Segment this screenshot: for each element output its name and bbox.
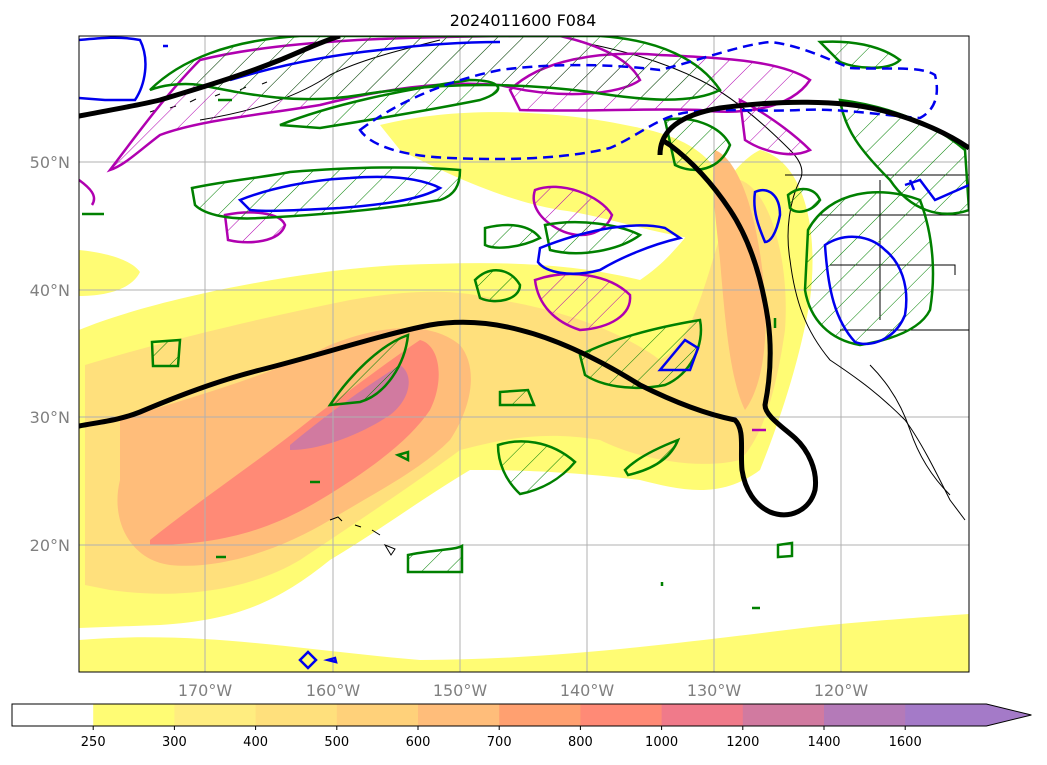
colorbar-tick-label: 500 [324,735,349,750]
colorbar-tick-label: 300 [162,735,187,750]
blue-contour-coast [753,189,782,244]
black-contour-north [79,36,341,119]
lat-label-30n: 30°N [30,408,70,427]
lon-label-130w: 130°W [687,681,742,700]
green-region-interior [803,190,935,347]
colorbar-segment [418,704,500,726]
colorbar-outline [11,703,1032,727]
green-region-coast-2 [786,187,822,213]
blue-contour-west [237,175,443,213]
magenta-region-south [533,272,632,332]
green-region-center-1 [483,223,542,249]
colorbar-tick-label: 1400 [807,735,840,750]
colorbar-segment [12,704,94,726]
lon-label-120w: 120°W [814,681,869,700]
colorbar-tick-label: 1000 [645,735,678,750]
colorbar-segment [742,704,825,726]
black-contour-ne [657,99,969,156]
ivt-level-250-north [380,112,730,240]
colorbar-tick-label: 700 [487,735,512,750]
green-region-north [149,36,722,101]
colorbar-segment [174,704,257,726]
colorbar-extend-arrow [986,704,1032,726]
lat-label-40n: 40°N [30,281,70,300]
lon-label-150w: 150°W [433,681,488,700]
blue-contour-north [229,40,501,82]
black-contour-main [79,137,819,518]
blue-dashed-contour [358,40,939,161]
colorbar-tick-label: 600 [406,735,431,750]
colorbar-segment [93,704,175,726]
blue-contour-nw [79,36,147,102]
green-region-ocean-3 [498,388,536,407]
blue-contour-south-2 [323,656,338,664]
colorbar-segment [255,704,338,726]
hawaii-islands [329,516,396,556]
green-region-center-3 [473,269,522,303]
blue-contours [79,36,969,670]
green-region-ocean-1 [327,333,410,407]
north-america-coast [787,179,966,521]
colorbar-segment [580,704,663,726]
green-dashes [82,98,777,610]
lon-label-170w: 170°W [178,681,233,700]
blue-contour-canada [904,178,969,202]
lat-label-50n: 50°N [30,153,70,172]
green-region-ocean-5 [623,437,681,477]
colorbar: 250 300 400 500 600 700 800 1000 1200 1400 1600 [11,703,1032,750]
blue-contour-interior [823,235,908,346]
blue-contour-south-1 [298,650,318,670]
green-region-west [190,166,462,220]
map-title: 2024011600 F084 [450,11,597,30]
lon-label-160w: 160°W [306,681,361,700]
blue-contour-center [536,224,684,275]
map-frame [78,35,970,673]
colorbar-tick-label: 250 [81,735,106,750]
magenta-edge-west [79,178,96,206]
green-region-nw [279,78,500,130]
colorbar-segment [905,704,987,726]
black-contours [79,36,969,518]
green-region-small-1 [776,541,794,559]
lon-label-140w: 140°W [560,681,615,700]
ivt-level-600-coast [712,150,766,410]
lat-label-20n: 20°N [30,536,70,555]
colorbar-tick-label: 1600 [889,735,922,750]
green-region-center-2 [543,220,643,255]
colorbar-segment [661,704,744,726]
colorbar-segment [499,704,581,726]
gridlines [79,36,969,672]
colorbar-tick-label: 800 [568,735,593,750]
blue-contour-east [657,338,700,372]
green-contours [82,36,969,610]
blue-small-marks [163,44,916,191]
baja-coast [869,364,951,496]
colorbar-segment [336,704,419,726]
green-region-small-2 [394,450,410,463]
colorbar-segment [824,704,906,726]
green-region-alaska [817,40,902,70]
colorbar-tick-label: 1200 [726,735,759,750]
green-region-ocean-2 [150,338,182,368]
green-region-ocean-6 [406,543,464,574]
map-area [79,36,969,672]
green-region-ocean-4 [496,440,577,496]
ivt-level-250-west [79,250,140,296]
colorbar-tick-label: 400 [243,735,268,750]
